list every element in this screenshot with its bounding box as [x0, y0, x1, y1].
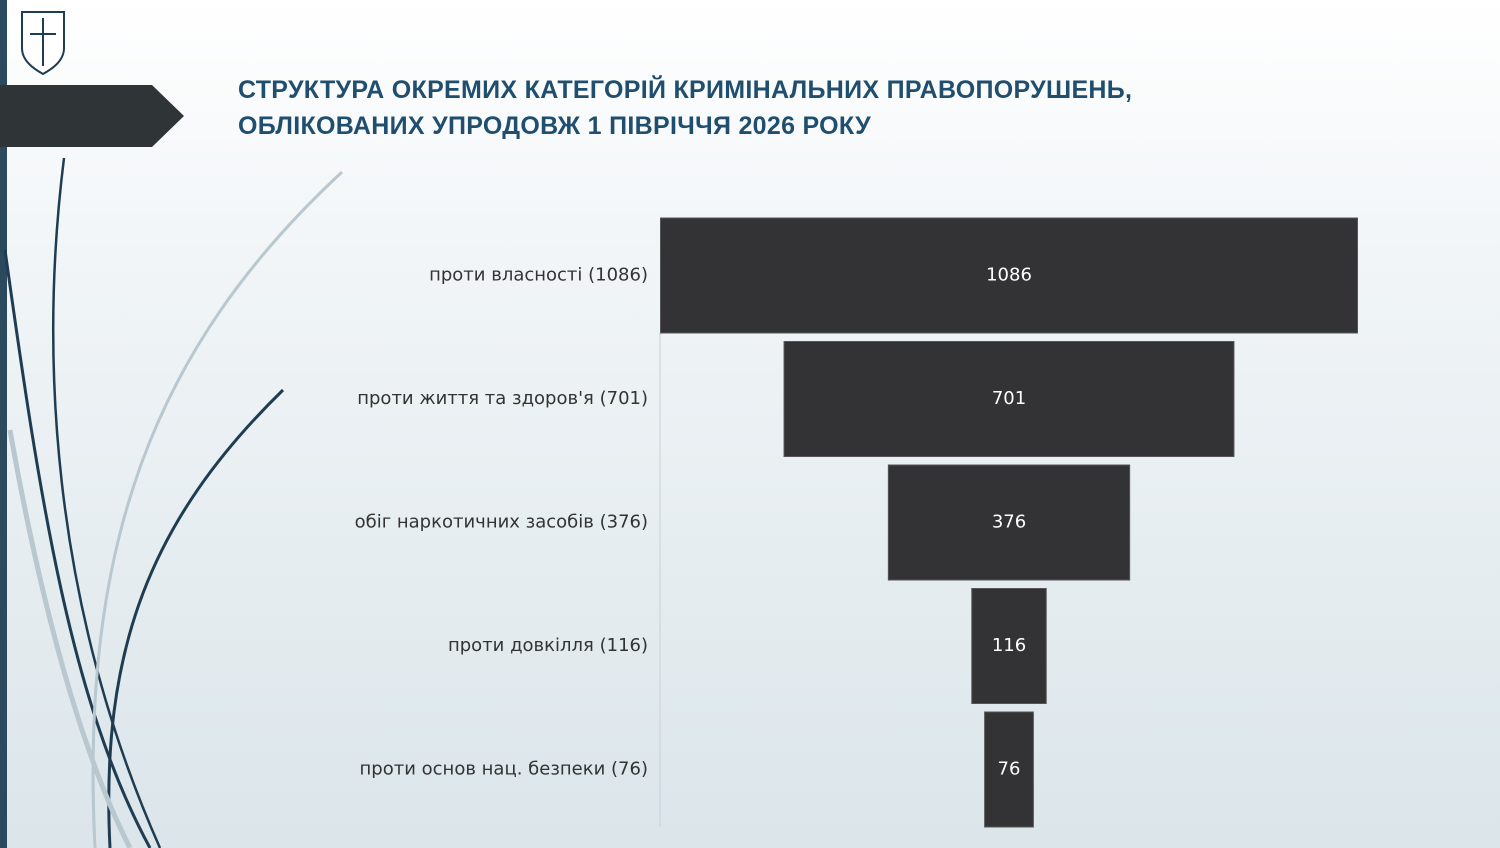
logo [21, 11, 65, 76]
category-label: проти життя та здоров'я (701) [357, 388, 648, 409]
category-label: проти довкілля (116) [448, 635, 648, 656]
arrow-banner [0, 85, 184, 147]
category-label: проти основ нац. безпеки (76) [360, 759, 648, 780]
value-label: 116 [992, 635, 1026, 656]
funnel-bar [887, 464, 1131, 581]
side-strip [0, 0, 7, 848]
category-label: обіг наркотичних засобів (376) [355, 512, 648, 533]
funnel-bar [971, 588, 1047, 704]
slide-title: СТРУКТУРА ОКРЕМИХ КАТЕГОРІЙ КРИМІНАЛЬНИХ… [238, 76, 1133, 140]
funnel-bar [660, 217, 1358, 334]
funnel-bar [783, 341, 1235, 457]
value-label: 76 [998, 759, 1021, 780]
category-label: проти власності (1086) [429, 265, 648, 286]
value-label: 701 [992, 388, 1026, 409]
curve [7, 429, 133, 848]
curve [52, 157, 162, 848]
curve [3, 249, 152, 848]
value-label: 1086 [986, 265, 1032, 286]
curve [107, 388, 285, 848]
funnel-bar [984, 711, 1034, 828]
curve [91, 170, 344, 848]
value-label: 376 [992, 512, 1026, 533]
